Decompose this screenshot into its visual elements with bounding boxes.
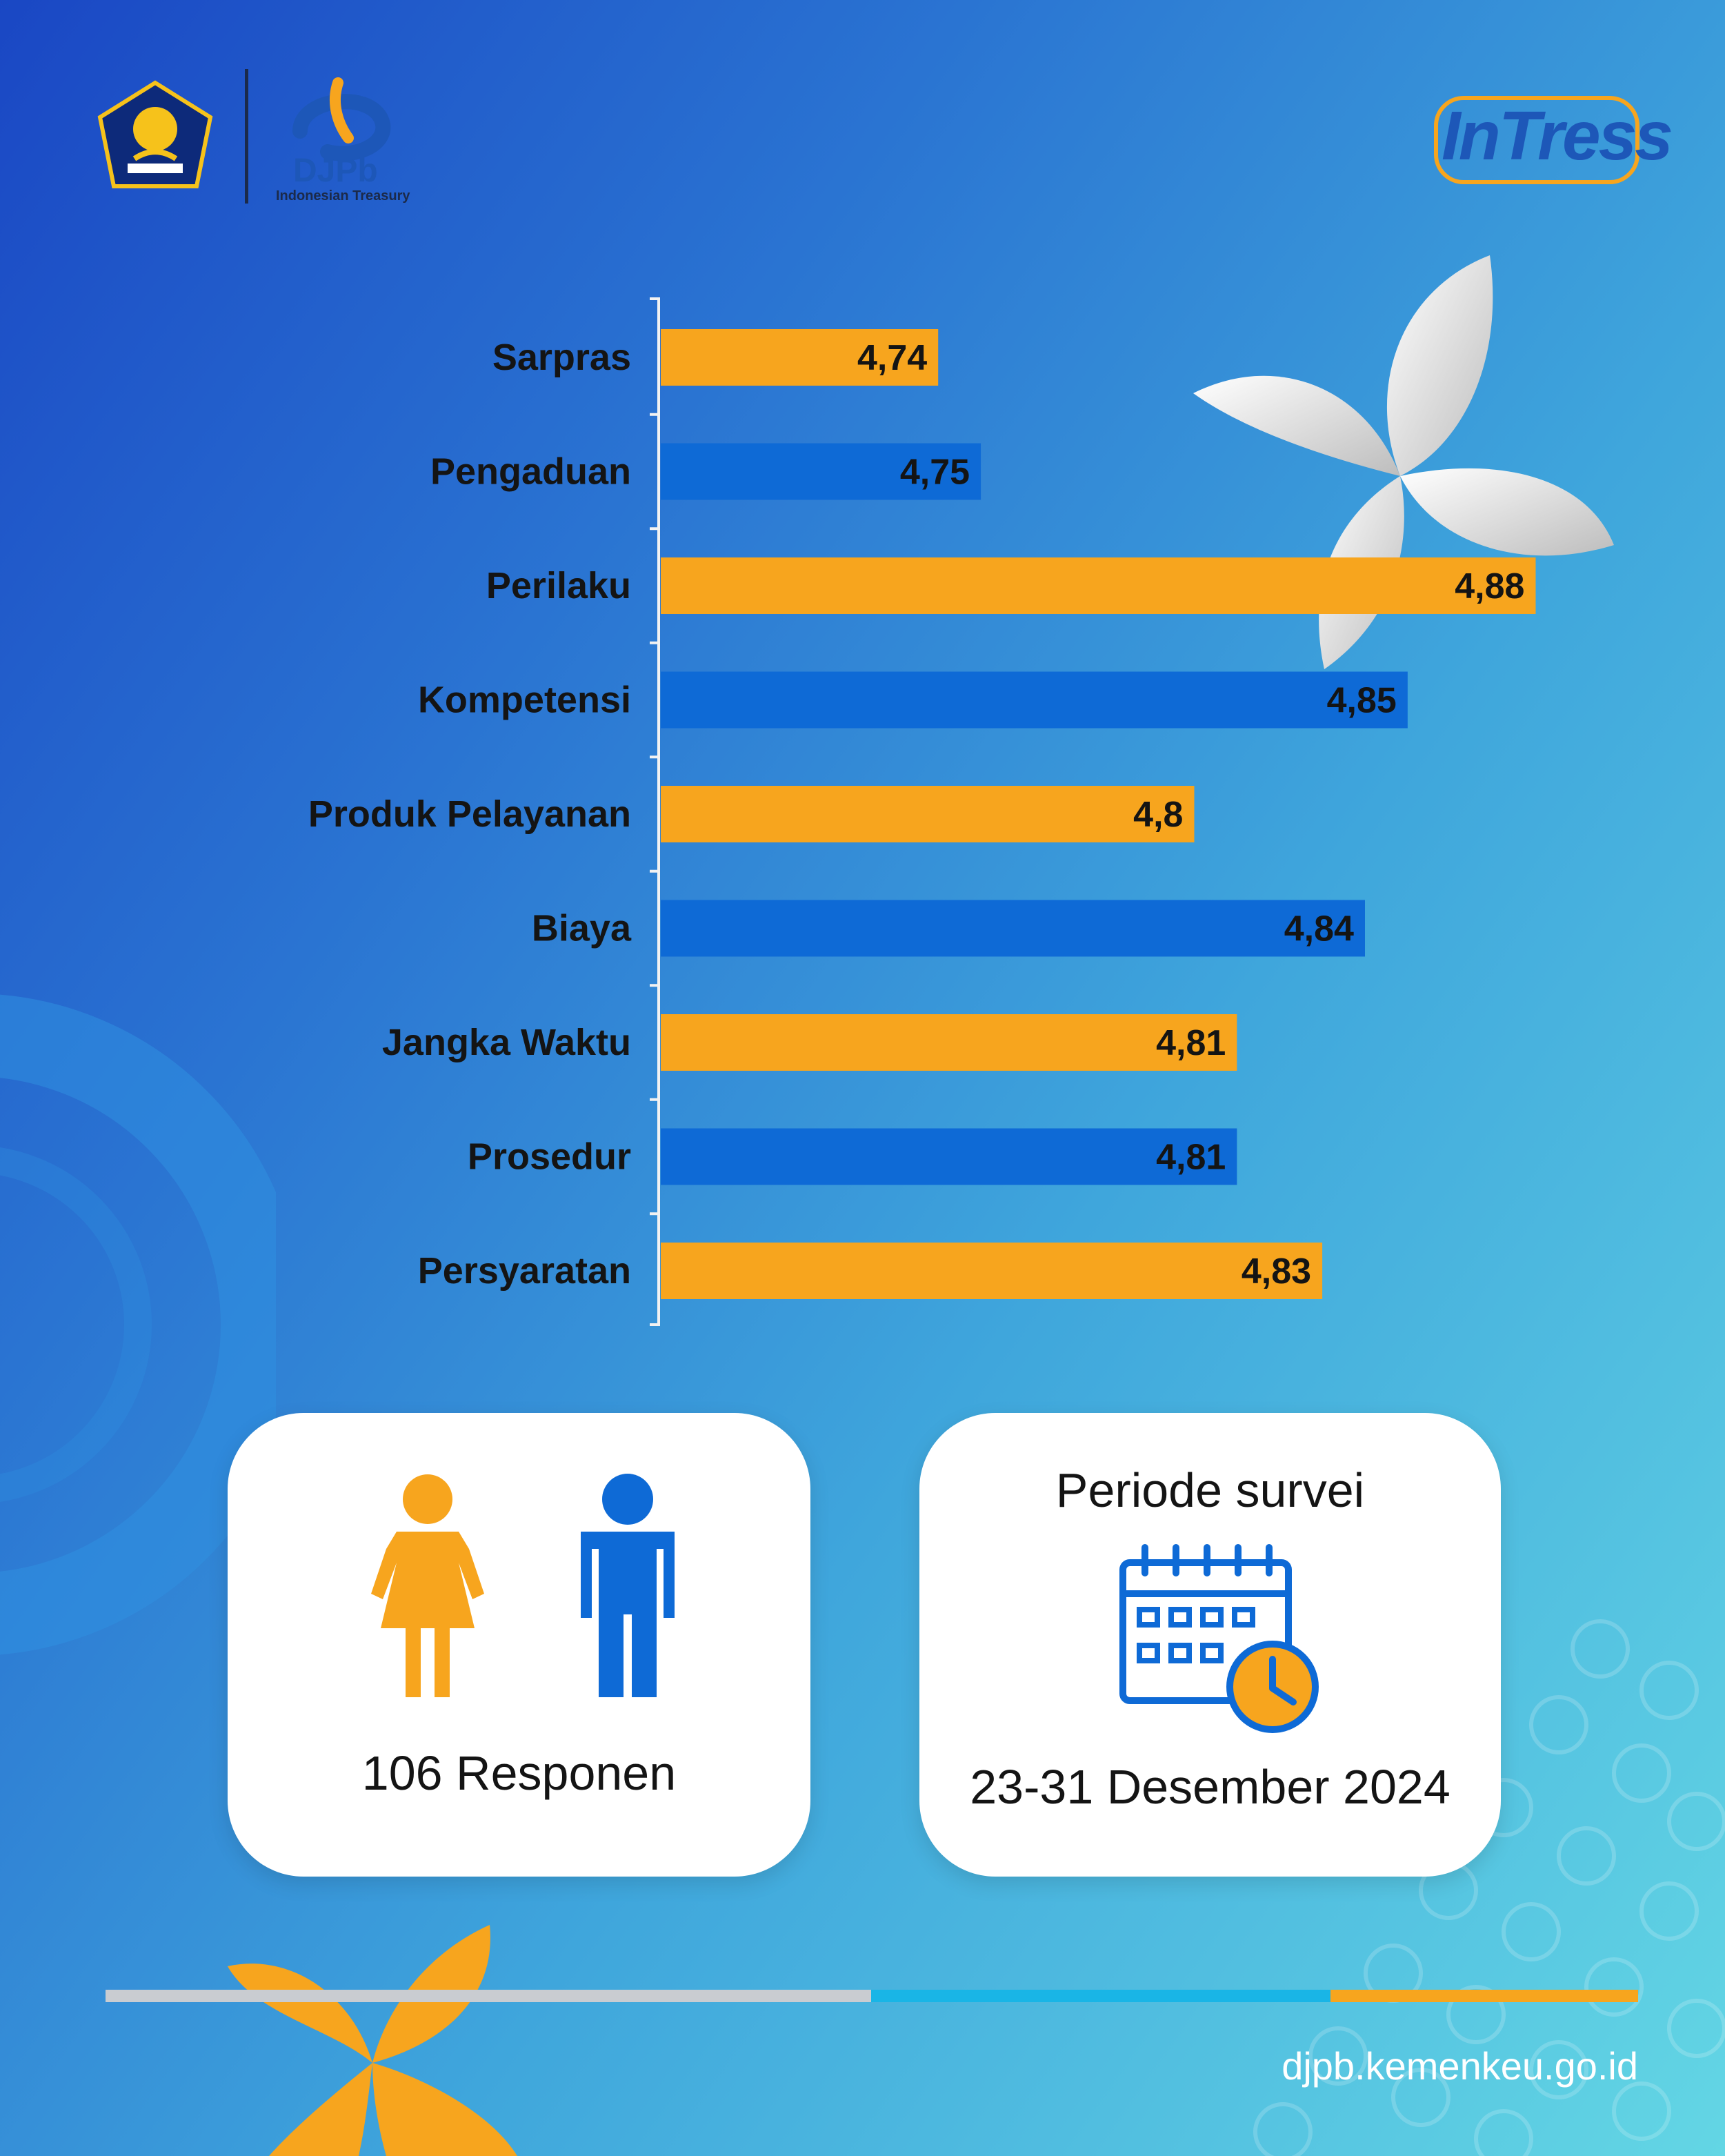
category-label: Prosedur <box>468 1136 631 1178</box>
female-person-icon <box>371 1474 484 1697</box>
category-label: Perilaku <box>486 565 631 606</box>
djpb-name: DJPb <box>293 152 378 189</box>
category-label: Kompetensi <box>418 680 631 721</box>
category-label: Pengaduan <box>430 451 631 493</box>
category-label: Persyaratan <box>418 1250 631 1292</box>
period-title: Periode survei <box>1055 1463 1365 1517</box>
bar-value-label: 4,81 <box>1156 1138 1226 1178</box>
footer-bar-gray <box>106 1990 871 2002</box>
bar-value-label: 4,74 <box>857 338 927 378</box>
bar-prosedur <box>661 1128 1237 1185</box>
footer-color-bar <box>106 1990 1638 2002</box>
footer-bar-orange <box>1330 1990 1638 2002</box>
djpb-tagline: Indonesian Treasury <box>276 188 410 204</box>
bar-value-label: 4,84 <box>1284 909 1354 949</box>
category-label: Produk Pelayanan <box>308 793 631 835</box>
male-person-icon <box>581 1474 675 1697</box>
kemenkeu-logo <box>97 80 213 188</box>
footer-bar-cyan <box>871 1990 1330 2002</box>
bar-pengaduan <box>661 443 981 500</box>
calendar-clock-icon <box>1119 1544 1319 1733</box>
bar-sarpras <box>661 329 939 386</box>
bar-produk-pelayanan <box>661 786 1195 842</box>
djpb-logo-mark <box>292 77 391 161</box>
bar-persyaratan <box>661 1243 1323 1299</box>
respondents-count: 106 Responen <box>361 1746 677 1800</box>
decorative-flower-bottom <box>228 1925 517 2156</box>
bar-perilaku <box>661 557 1536 614</box>
bar-value-label: 4,88 <box>1455 566 1524 606</box>
bar-jangka-waktu <box>661 1014 1237 1071</box>
bar-value-label: 4,81 <box>1156 1023 1226 1063</box>
intress-logo-frame <box>1434 96 1639 184</box>
decorative-pattern <box>1253 1619 1725 2156</box>
bar-value-label: 4,75 <box>900 453 970 493</box>
website-url[interactable]: djpb.kemenkeu.go.id <box>1282 2044 1638 2088</box>
bar-value-label: 4,8 <box>1133 795 1183 835</box>
decorative-arc <box>0 994 276 1655</box>
category-label: Sarpras <box>492 337 631 378</box>
bar-kompetensi <box>661 671 1408 729</box>
bar-value-label: 4,85 <box>1327 681 1397 721</box>
score-bar-chart: 4,74 Sarpras 4,75 Pengaduan 4,88 Perilaku 4,85… <box>308 297 1536 1326</box>
period-dates: 23-31 Desember 2024 <box>970 1760 1450 1814</box>
bar-value-label: 4,83 <box>1242 1252 1311 1292</box>
category-label: Jangka Waktu <box>382 1022 631 1063</box>
intress-logo-text: InTress <box>1442 97 1673 175</box>
bar-biaya <box>661 900 1365 957</box>
respondents-card <box>228 1413 810 1877</box>
category-label: Biaya <box>532 908 632 949</box>
header-divider <box>245 69 248 204</box>
